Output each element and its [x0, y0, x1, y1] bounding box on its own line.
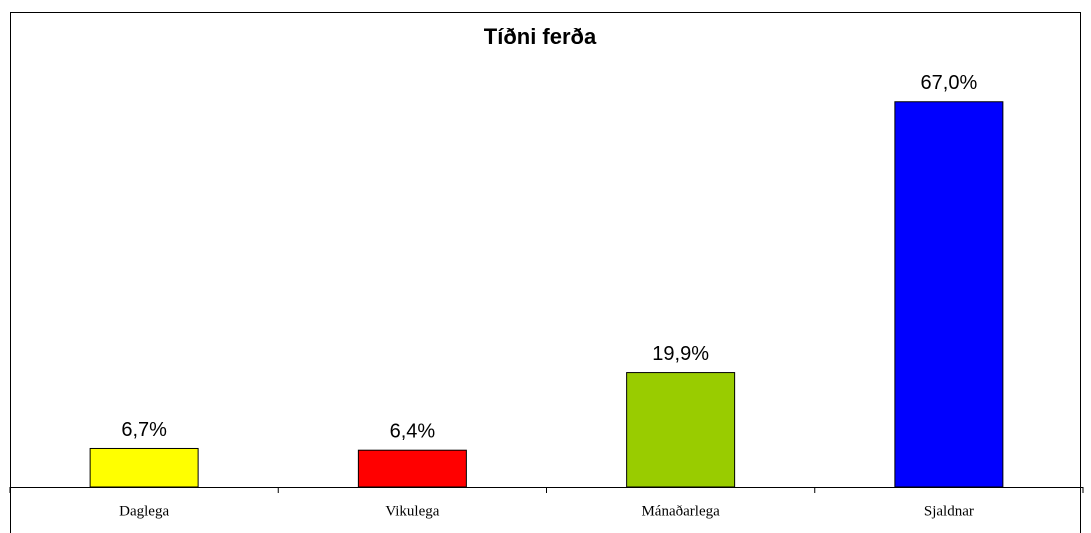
x-tick-label: Daglega — [119, 503, 169, 519]
data-label: 67,0% — [921, 72, 978, 94]
bar — [89, 447, 199, 488]
chart-title: Tíðni ferða — [484, 24, 597, 49]
data-label: 19,9% — [652, 343, 709, 365]
data-label: 6,7% — [121, 419, 167, 441]
bar — [894, 101, 1004, 488]
x-tick-label: Sjaldnar — [924, 503, 974, 519]
data-label: 6,4% — [390, 420, 436, 442]
bar — [357, 449, 467, 488]
bar — [626, 372, 736, 488]
x-tick-label: Vikulega — [385, 503, 439, 519]
x-tick-label: Mánaðarlega — [641, 503, 720, 519]
